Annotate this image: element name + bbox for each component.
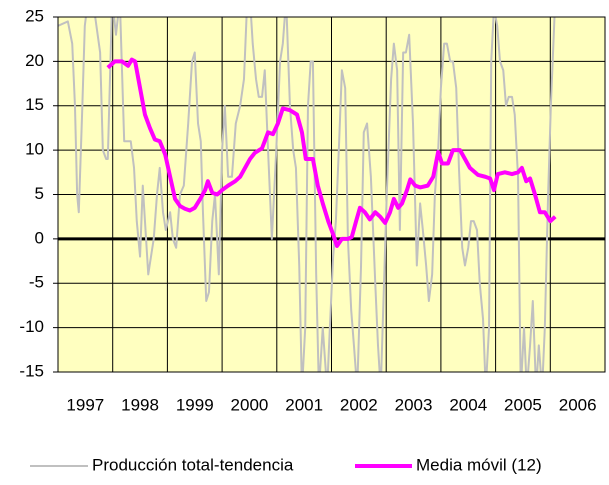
- x-tick-label: 2001: [285, 395, 323, 414]
- y-tick-label: 25: [25, 6, 44, 25]
- series-line: [106, 57, 557, 248]
- y-tick-label: 5: [35, 184, 44, 203]
- x-tick-label: 1998: [121, 395, 159, 414]
- y-tick-label: -15: [19, 361, 44, 380]
- y-tick-label: 0: [35, 228, 44, 247]
- x-tick-label: 1999: [176, 395, 214, 414]
- x-tick-label: 2000: [231, 395, 269, 414]
- plot-border: [57, 16, 606, 373]
- x-tick-label: 2004: [449, 395, 487, 414]
- series-group: [58, 17, 557, 372]
- x-tick-label: 2006: [559, 395, 597, 414]
- y-tick-label: -10: [19, 317, 44, 336]
- x-tick-label: 1997: [66, 395, 104, 414]
- y-tick-label: 20: [25, 51, 44, 70]
- y-tick-label: -5: [29, 273, 44, 292]
- y-tick-label: 10: [25, 140, 44, 159]
- x-tick-label: 2005: [504, 395, 542, 414]
- x-tick-label: 2003: [395, 395, 433, 414]
- y-tick-label: 15: [25, 95, 44, 114]
- x-tick-label: 2002: [340, 395, 378, 414]
- legend-label: Media móvil (12): [416, 455, 542, 474]
- legend-label: Producción total-tendencia: [92, 455, 294, 474]
